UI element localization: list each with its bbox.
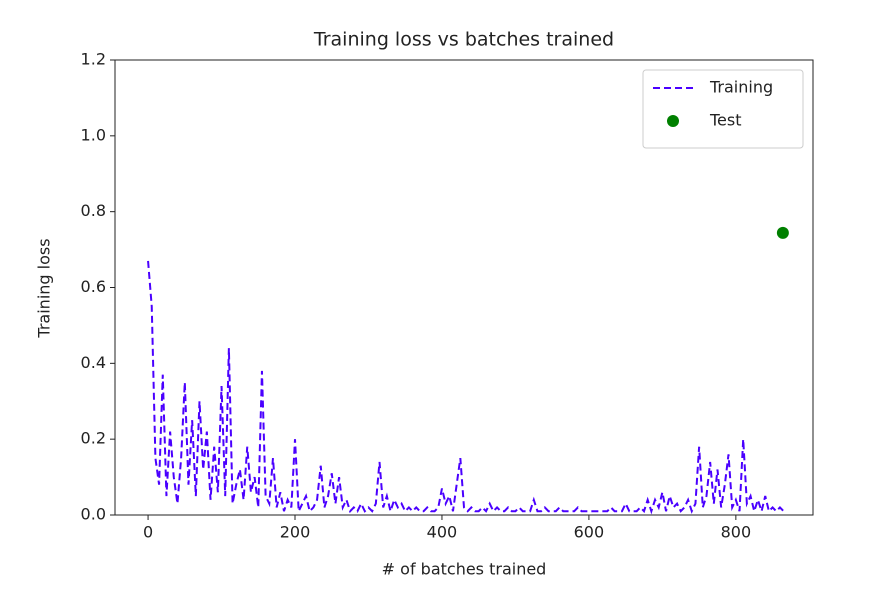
y-tick-label: 1.2 — [81, 50, 106, 69]
x-tick-label: 0 — [143, 523, 153, 542]
plot-frame — [114, 59, 814, 516]
x-tick-label: 800 — [721, 523, 752, 542]
y-tick-label: 0.4 — [81, 353, 106, 372]
y-tick-label: 0.2 — [81, 429, 106, 448]
x-tick-label: 600 — [574, 523, 605, 542]
legend-marker — [667, 115, 679, 127]
y-tick-label: 0.0 — [81, 505, 106, 524]
legend-label: Test — [709, 111, 742, 130]
y-tick-label: 0.8 — [81, 201, 106, 220]
x-axis-label: # of batches trained — [382, 560, 547, 579]
x-tick-label: 200 — [280, 523, 311, 542]
legend-label: Training — [709, 78, 773, 97]
x-tick-label: 400 — [427, 523, 458, 542]
y-tick-label: 1.0 — [81, 125, 106, 144]
y-axis-label: Training loss — [35, 238, 54, 338]
legend-box — [642, 69, 804, 149]
y-tick-label: 0.6 — [81, 277, 106, 296]
training-line — [147, 260, 785, 515]
test-point — [776, 226, 789, 239]
chart-title: Training loss vs batches trained — [313, 29, 614, 51]
